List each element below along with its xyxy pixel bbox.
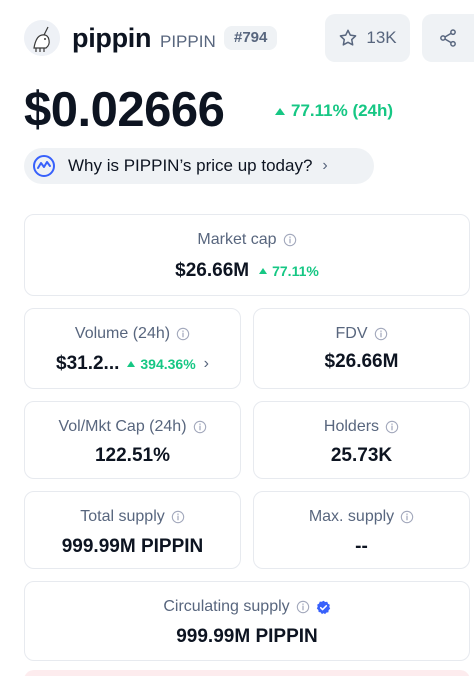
market-cap-label: Market cap bbox=[197, 231, 277, 248]
total-supply-label: Total supply bbox=[80, 508, 165, 525]
max-supply-card: Max. supply -- bbox=[253, 491, 470, 569]
circulating-supply-label: Circulating supply bbox=[163, 598, 290, 615]
coin-symbol: PIPPIN bbox=[160, 32, 216, 51]
vol-mkt-cap-value: 122.51% bbox=[94, 445, 170, 466]
coin-header: pippin PIPPIN #794 13K bbox=[24, 14, 474, 62]
holders-card: Holders 25.73K bbox=[253, 401, 470, 479]
unicorn-logo-icon bbox=[24, 20, 60, 56]
arrow-up-icon bbox=[259, 268, 268, 274]
volume-card[interactable]: Volume (24h) $31.2... 394.36% › bbox=[24, 308, 241, 389]
fdv-card: FDV $26.66M bbox=[253, 308, 470, 389]
why-price-up-text: Why is PIPPIN’s price up today? bbox=[68, 156, 313, 175]
share-button[interactable] bbox=[422, 14, 474, 62]
info-icon[interactable] bbox=[374, 327, 388, 341]
volume-change-value: 394.36% bbox=[140, 356, 196, 372]
total-supply-card: Total supply 999.99M PIPPIN bbox=[24, 491, 241, 569]
share-icon bbox=[440, 29, 456, 47]
price-change-24h: 77.11% (24h) bbox=[275, 101, 393, 121]
info-icon[interactable] bbox=[296, 600, 310, 614]
market-cap-change: 77.11% bbox=[259, 263, 319, 279]
vol-mkt-cap-card: Vol/Mkt Cap (24h) 122.51% bbox=[24, 401, 241, 479]
vol-mkt-cap-label: Vol/Mkt Cap (24h) bbox=[58, 418, 187, 435]
holders-label: Holders bbox=[323, 418, 380, 435]
coin-logo bbox=[24, 20, 60, 56]
holders-value: 25.73K bbox=[330, 445, 393, 466]
chevron-right-icon[interactable]: › bbox=[203, 355, 209, 372]
verified-check-icon bbox=[316, 600, 330, 614]
info-icon[interactable] bbox=[385, 420, 399, 434]
info-icon[interactable] bbox=[400, 510, 414, 524]
fdv-value: $26.66M bbox=[324, 351, 399, 372]
info-icon[interactable] bbox=[283, 233, 297, 247]
price-change-value: 77.11% (24h) bbox=[291, 101, 394, 120]
fdv-label: FDV bbox=[335, 325, 368, 342]
volume-change: 394.36% bbox=[127, 356, 196, 372]
info-icon[interactable] bbox=[193, 420, 207, 434]
current-price: $0.02666 bbox=[24, 83, 225, 137]
market-cap-change-value: 77.11% bbox=[272, 263, 319, 279]
circulating-supply-card: Circulating supply 999.99M PIPPIN bbox=[24, 581, 470, 661]
cmc-ai-icon bbox=[33, 155, 55, 177]
market-cap-value: $26.66M bbox=[175, 260, 250, 281]
star-icon bbox=[340, 29, 357, 46]
max-supply-value: -- bbox=[355, 536, 368, 557]
chevron-right-icon: › bbox=[322, 157, 328, 174]
rank-badge: #794 bbox=[224, 26, 278, 50]
volume-label: Volume (24h) bbox=[74, 325, 171, 342]
market-cap-card: Market cap $26.66M 77.11% bbox=[24, 214, 470, 296]
arrow-up-icon bbox=[275, 107, 285, 115]
coin-name: pippin bbox=[72, 23, 152, 53]
watchlist-count: 13K bbox=[366, 28, 397, 47]
arrow-up-icon bbox=[127, 361, 136, 367]
volume-value: $31.2... bbox=[56, 353, 120, 374]
info-icon[interactable] bbox=[176, 327, 190, 341]
max-supply-label: Max. supply bbox=[308, 508, 395, 525]
info-icon[interactable] bbox=[171, 510, 185, 524]
watchlist-button[interactable]: 13K bbox=[325, 14, 410, 62]
why-price-up-link[interactable]: Why is PIPPIN’s price up today? › bbox=[24, 148, 374, 184]
total-supply-value: 999.99M PIPPIN bbox=[61, 536, 204, 557]
circulating-supply-value: 999.99M PIPPIN bbox=[176, 626, 318, 647]
alert-banner bbox=[24, 670, 470, 676]
